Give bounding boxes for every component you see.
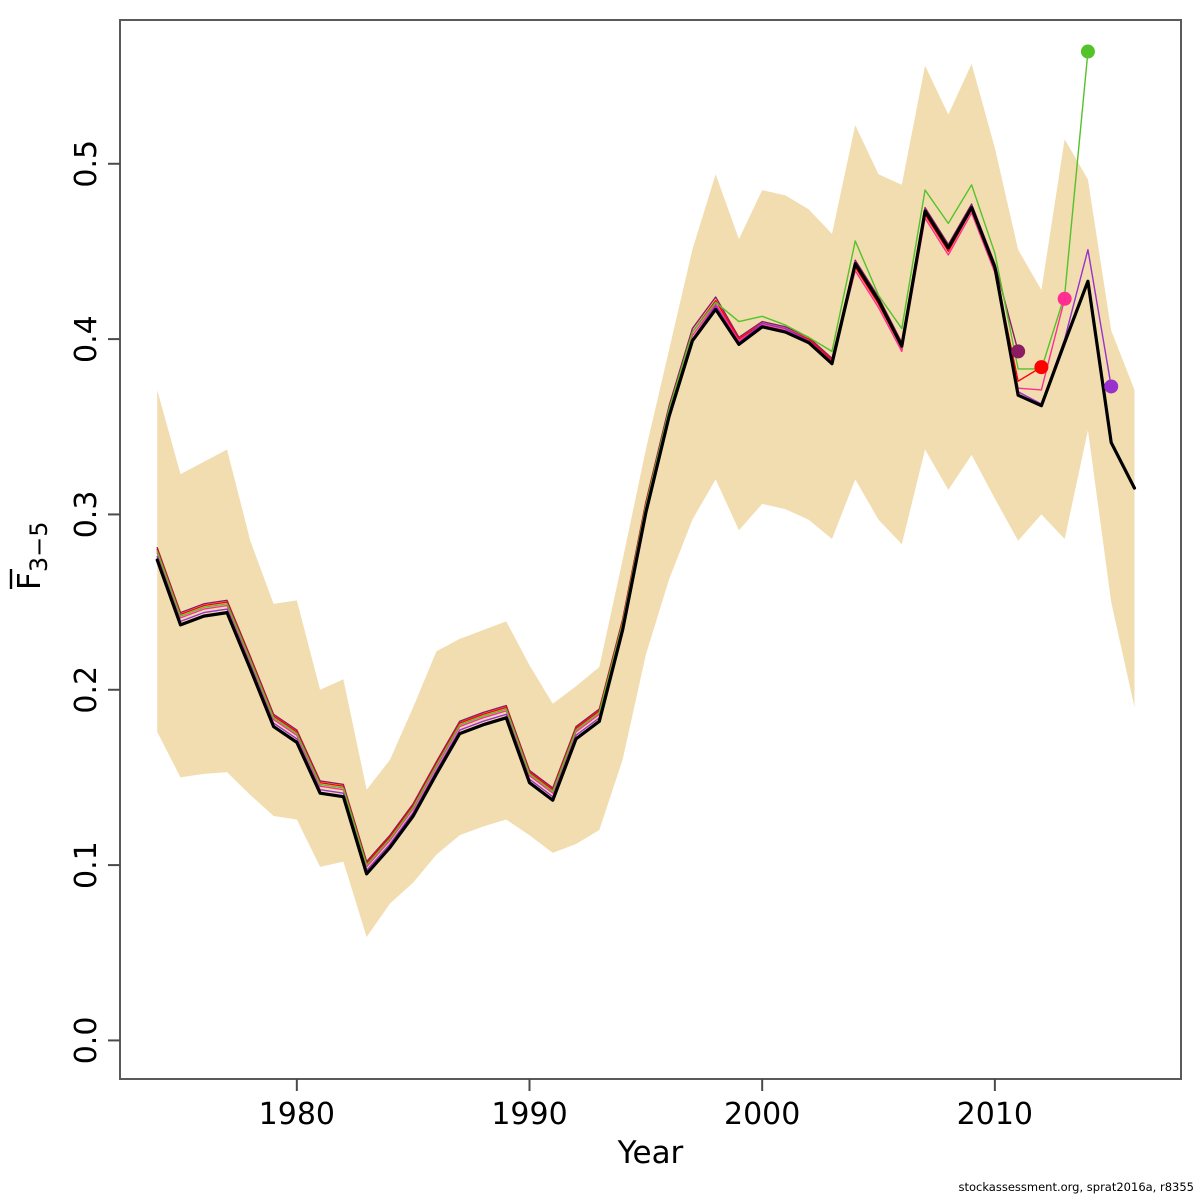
y-axis-title-subscript: 3−5: [25, 522, 53, 573]
plot-frame: [119, 19, 1182, 1080]
y-tick-label: 0.4: [69, 315, 104, 363]
y-tick-label: 0.3: [69, 491, 104, 539]
y-axis-title-group: F3−5: [9, 522, 53, 591]
retro-peel-2011-line: [156, 203, 1019, 863]
y-tick-label: 0.0: [69, 1017, 104, 1065]
x-tick-label: 1990: [491, 1097, 567, 1132]
y-tick-label: 0.5: [69, 140, 104, 188]
retro-peel-2015-end-dot: [1104, 379, 1119, 394]
x-tick-label: 2010: [957, 1097, 1033, 1132]
y-tick-label: 0.1: [69, 841, 104, 889]
y-tick-label: 0.2: [69, 666, 104, 714]
retro-peel-2014-end-dot: [1080, 44, 1095, 59]
x-axis-title: Year: [617, 1135, 684, 1171]
watermark-text: stockassessment.org, sprat2016a, r8355: [958, 1180, 1194, 1194]
final-run-2016-line: [155, 206, 1137, 876]
retro-peel-2013-end-dot: [1057, 291, 1072, 306]
x-tick-label: 2000: [724, 1097, 800, 1132]
retro-peel-2012-end-dot: [1034, 360, 1049, 375]
x-tick-label: 1980: [259, 1097, 335, 1132]
y-axis-title: F3−5: [12, 522, 53, 591]
retro-peel-2011-end-dot: [1011, 344, 1026, 359]
